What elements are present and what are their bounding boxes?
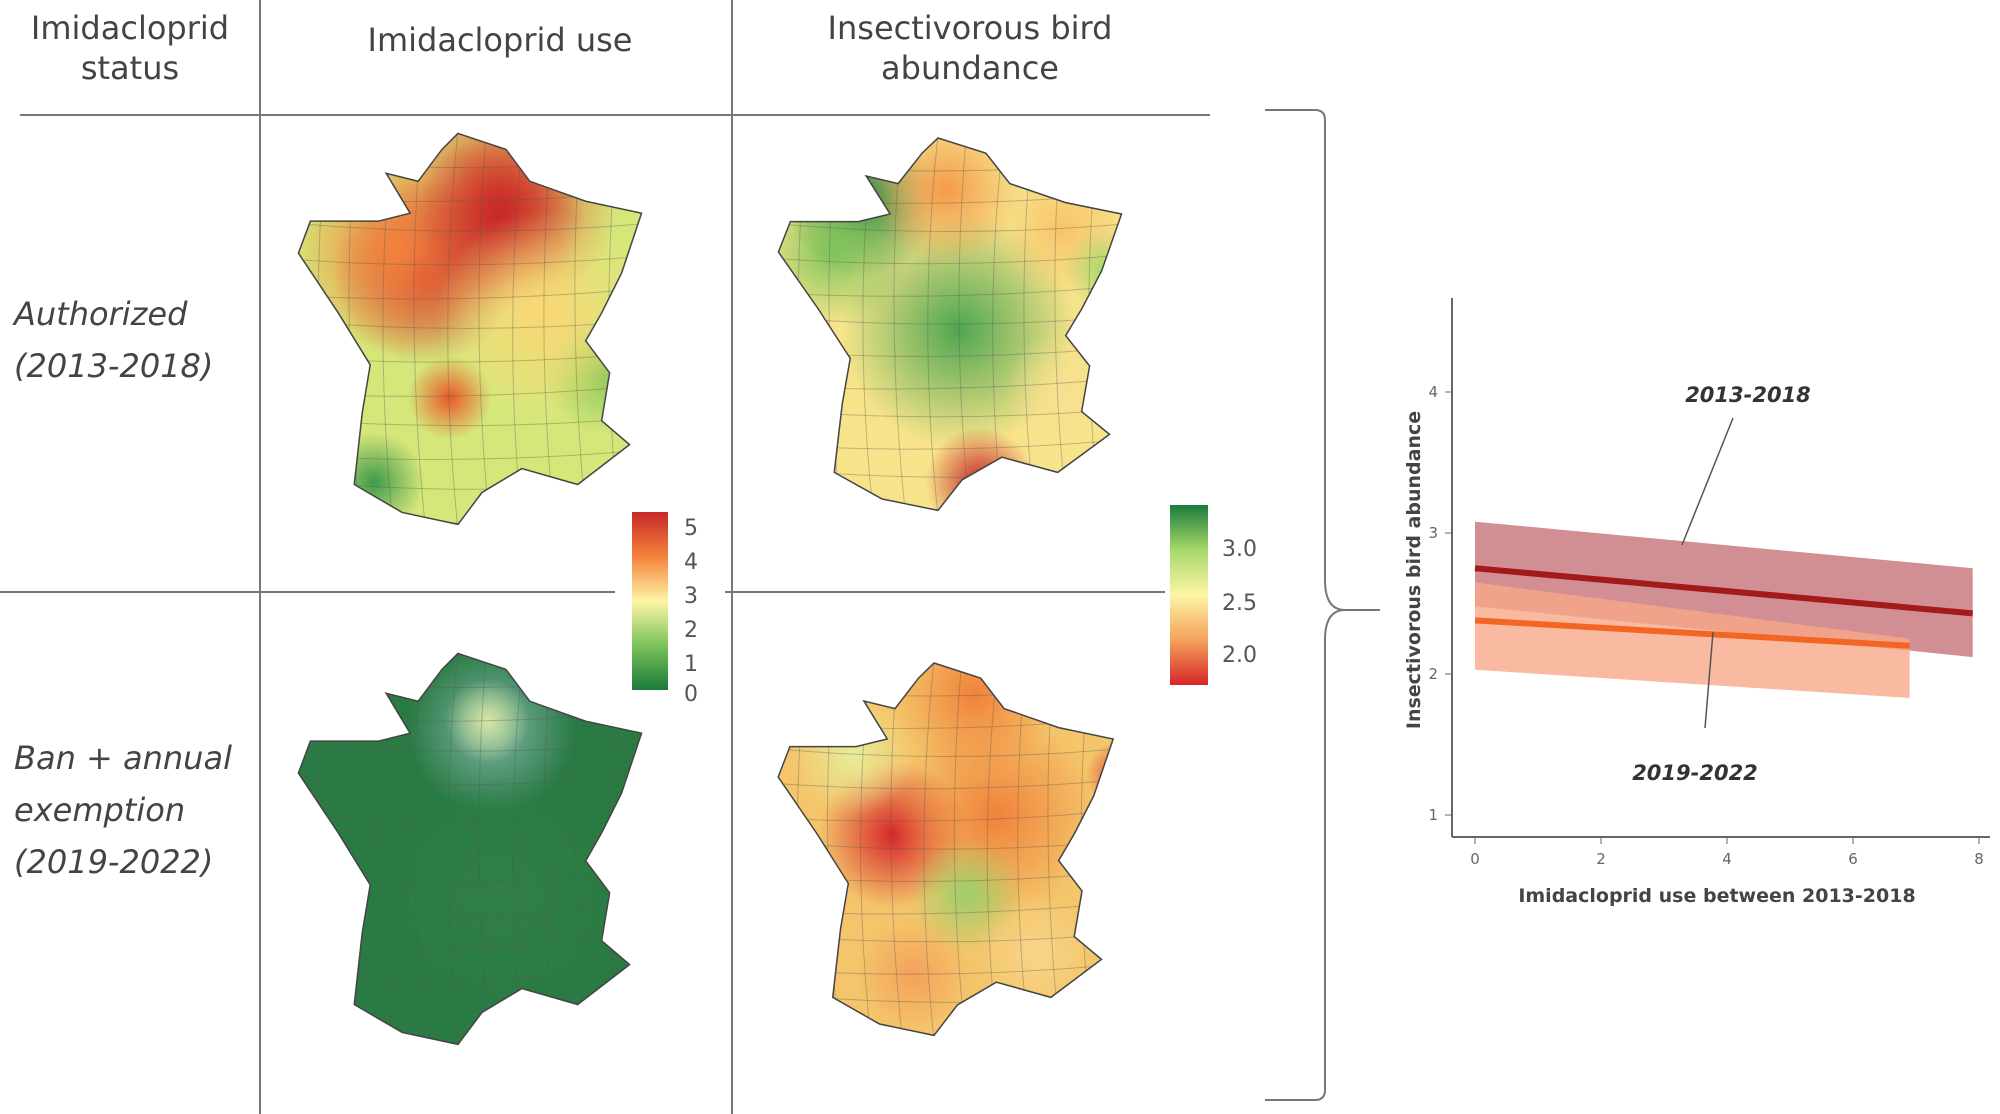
- row-label-line: (2013-2018): [14, 347, 214, 385]
- legend-use-colorbar: [632, 512, 668, 690]
- y-tick-label: 2: [1428, 665, 1438, 683]
- legend-tick: 5: [684, 516, 698, 541]
- map-hotspot: [445, 678, 530, 763]
- legend-tick: 2: [684, 618, 698, 643]
- x-tick-label: 6: [1848, 850, 1858, 868]
- header-divider: [20, 114, 1210, 116]
- y-tick-label: 3: [1428, 524, 1438, 542]
- map-hotspot: [1064, 228, 1122, 312]
- x-tick-label: 8: [1974, 850, 1984, 868]
- map-bird-abundance-authorized: [777, 137, 1123, 512]
- legend-tick: 3.0: [1222, 537, 1257, 562]
- legend-tick: 1: [684, 652, 698, 677]
- header-abundance: Insectivorous bird abundance: [827, 9, 1113, 87]
- map-outline: [777, 137, 1123, 512]
- x-tick-label: 2: [1596, 850, 1606, 868]
- trend-line-2013-2018: [1474, 565, 1973, 617]
- annotation-2013-2018: 2013-2018: [1685, 383, 1811, 407]
- annotation-leader-2013: [1681, 417, 1734, 546]
- map-outline: [777, 662, 1115, 1037]
- legend-abundance-ticks: 3.0 2.5 2.0: [1222, 505, 1282, 685]
- header-status: Imidacloprid status: [30, 9, 230, 87]
- map-outline: [297, 652, 643, 1046]
- row-label-authorized: Authorized (2013-2018): [14, 288, 213, 392]
- legend-tick: 3: [684, 584, 698, 609]
- map-hotspot: [437, 209, 642, 419]
- legend-tick: 4: [684, 550, 698, 575]
- map-outline: [297, 132, 643, 526]
- column-divider-2: [731, 0, 733, 1114]
- y-axis-label: Insectivorous bird abundance: [1403, 411, 1425, 729]
- confidence-band-2019-2022: [1475, 582, 1910, 698]
- row-label-line: Authorized: [14, 295, 188, 333]
- x-tick-label: 0: [1470, 850, 1480, 868]
- row-label-line: exemption: [14, 791, 186, 829]
- map-imidacloprid-use-authorized: [297, 132, 643, 526]
- annotation-leader-2019: [1704, 631, 1714, 729]
- brace-connector: [1265, 109, 1380, 1101]
- map-hotspot: [856, 917, 971, 1033]
- row-divider-left: [0, 591, 615, 593]
- legend-tick: 0: [684, 682, 698, 707]
- x-axis-label: Imidacloprid use between 2013-2018: [1518, 885, 1915, 907]
- row-label-ban: Ban + annual exemption (2019-2022): [14, 732, 232, 888]
- row-label-line: Ban + annual: [14, 739, 232, 777]
- map-hotspot: [893, 663, 1057, 777]
- row-label-line: (2019-2022): [14, 843, 214, 881]
- map-bird-abundance-ban: [777, 662, 1115, 1037]
- map-hotspot: [1085, 742, 1114, 808]
- abundance-vs-use-chart: 0 2 4 6 8 1 2 3 4 Imidacloprid use between 2013-…: [1403, 298, 1990, 907]
- x-tick-label: 4: [1722, 850, 1732, 868]
- y-tick-label: 4: [1428, 383, 1438, 401]
- trend-line-2019-2022: [1474, 617, 1910, 649]
- row-divider-right: [725, 591, 1165, 593]
- map-hotspot: [374, 771, 626, 1023]
- annotation-2019-2022: 2019-2022: [1632, 761, 1758, 785]
- map-imidacloprid-use-ban: [297, 652, 643, 1046]
- legend-tick: 2.0: [1222, 643, 1257, 668]
- map-hotspot: [323, 431, 425, 525]
- legend-use-ticks: 5 4 3 2 1 0: [684, 512, 714, 707]
- legend-abundance-colorbar: [1170, 505, 1208, 685]
- legend-tick: 2.5: [1222, 591, 1257, 616]
- y-tick-label: 1: [1428, 806, 1438, 824]
- column-divider-1: [259, 0, 261, 1114]
- header-use: Imidacloprid use: [367, 21, 633, 59]
